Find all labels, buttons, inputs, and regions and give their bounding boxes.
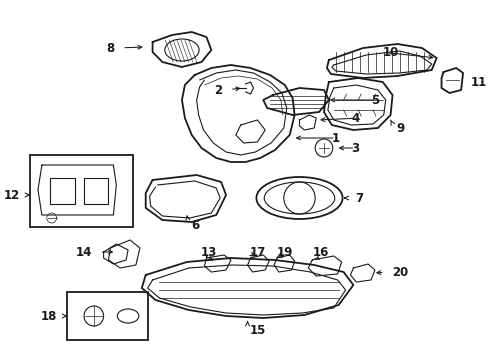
Text: 14: 14: [75, 246, 92, 258]
Bar: [30, 155, 133, 227]
Bar: [84, 178, 107, 204]
Text: 7: 7: [355, 192, 363, 204]
Text: 6: 6: [190, 219, 199, 231]
Bar: [50, 178, 75, 204]
Text: 5: 5: [370, 94, 378, 107]
Text: 11: 11: [470, 76, 486, 89]
Text: 15: 15: [249, 324, 265, 337]
Text: 13: 13: [200, 246, 216, 258]
Text: 3: 3: [350, 141, 359, 154]
Text: 12: 12: [4, 189, 20, 202]
Text: 10: 10: [382, 45, 398, 59]
Text: 9: 9: [396, 122, 404, 135]
Text: 16: 16: [312, 246, 328, 258]
Text: 1: 1: [331, 131, 339, 144]
Text: 2: 2: [214, 84, 222, 96]
Bar: [67, 292, 147, 340]
Text: 17: 17: [249, 246, 265, 258]
Text: 4: 4: [350, 112, 359, 125]
Text: 19: 19: [276, 246, 293, 258]
Text: 20: 20: [392, 266, 408, 279]
Text: 18: 18: [41, 310, 58, 323]
Text: 8: 8: [106, 41, 114, 54]
